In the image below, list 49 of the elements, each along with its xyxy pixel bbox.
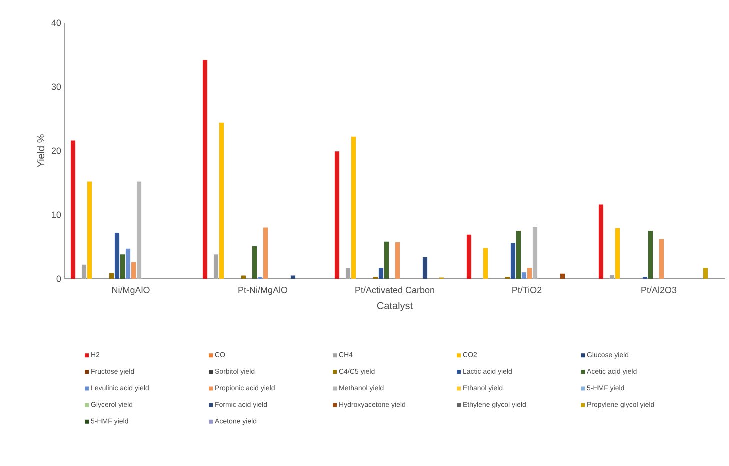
bar: [334, 152, 340, 279]
bar: [384, 242, 390, 279]
bar: [109, 273, 114, 279]
bar: [610, 275, 615, 279]
bar: [120, 254, 126, 279]
bar: [346, 268, 351, 279]
x-tick-label: Pt/Al2O3: [642, 286, 677, 294]
bar: [522, 272, 527, 279]
bar: [136, 182, 142, 279]
bar: [82, 264, 87, 279]
x-tick-label: Ni/MgAlO: [112, 286, 150, 296]
bar: [131, 262, 136, 279]
bar: [70, 140, 76, 279]
y-tick-label: 20: [52, 148, 62, 154]
x-tick-label: Pt/TiO2: [512, 286, 542, 294]
y-axis-title: Yield %: [37, 134, 45, 168]
bar: [527, 268, 532, 279]
bar: [532, 227, 538, 279]
x-axis-title: Catalyst: [377, 302, 413, 312]
y-tick-label: 10: [52, 212, 62, 218]
bar: [560, 274, 566, 279]
y-tick-label: 30: [52, 84, 62, 90]
bar: [703, 268, 708, 279]
bar: [290, 276, 296, 279]
bar: [598, 204, 604, 279]
bar: [114, 232, 120, 279]
y-tick-label: 40: [52, 20, 62, 26]
bar: [351, 136, 356, 279]
x-tick-label: Pt-Ni/MgAlO: [238, 286, 288, 296]
bar: [395, 242, 400, 279]
bar: [648, 230, 654, 279]
bar: [214, 254, 219, 279]
bar: [378, 268, 384, 279]
bar: [615, 228, 620, 279]
bar: [466, 234, 472, 279]
bar: [516, 230, 522, 279]
y-tick-label: 0: [56, 276, 62, 282]
bar: [252, 246, 258, 279]
bar: [202, 60, 208, 279]
bar: [87, 182, 92, 279]
bar: [422, 257, 428, 279]
bar: [126, 248, 131, 279]
x-tick-label: Pt/Activated Carbon: [356, 286, 434, 294]
bar: [659, 239, 664, 279]
bar: [263, 228, 268, 279]
bar: [510, 243, 516, 279]
bar: [483, 248, 488, 279]
bar: [241, 276, 246, 279]
bar: [219, 122, 224, 279]
